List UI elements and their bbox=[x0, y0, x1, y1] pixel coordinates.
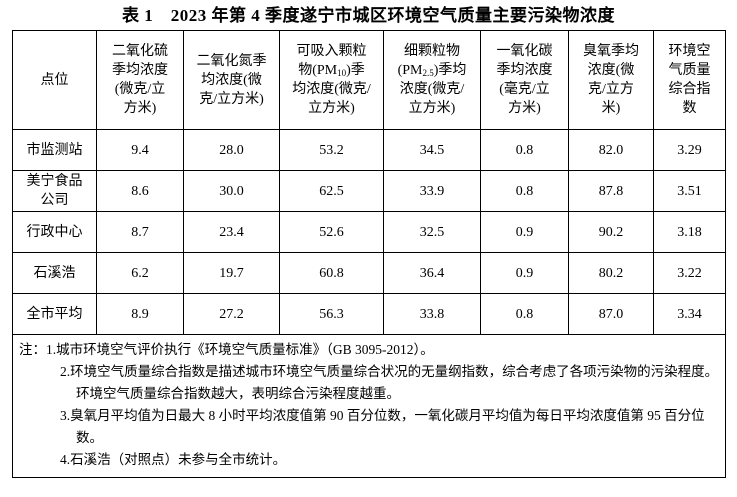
header-cell: 细颗粒物(PM2.5)季均浓度(微克/立方米) bbox=[383, 30, 481, 130]
value-cell: 56.3 bbox=[279, 293, 384, 335]
note-item: 3.臭氧月平均值为日最大 8 小时平均浓度值第 90 百分位数，一氧化碳月平均值… bbox=[60, 408, 705, 445]
header-cell: 二氧化硫季均浓度(微克/立方米) bbox=[96, 30, 184, 130]
header-cell: 一氧化碳季均浓度(毫克/立方米) bbox=[480, 30, 569, 130]
header-subscript: 10 bbox=[337, 68, 347, 78]
note-item: 2.环境空气质量综合指数是描述城市环境空气质量综合状况的无量纲指数，综合考虑了各… bbox=[60, 364, 719, 401]
table-body: 市监测站 9.4 28.0 53.2 34.5 0.8 82.0 3.29 美宁食品公司 8.6 3… bbox=[12, 129, 726, 478]
value-cell: 33.9 bbox=[383, 170, 481, 212]
notes-wrap: 注： 1.城市环境空气评价执行《环境空气质量标准》（GB 3095-2012）。 2… bbox=[19, 339, 719, 471]
value-cell: 0.9 bbox=[480, 211, 569, 253]
header-text: )季均浓度(微克/立方米) bbox=[292, 63, 371, 116]
header-row: 点位 二氧化硫季均浓度(微克/立方米) 二氧化氮季均浓度(微克/立方米) 可吸入颗粒物… bbox=[12, 30, 726, 130]
value-cell: 19.7 bbox=[183, 252, 280, 294]
value-cell: 23.4 bbox=[183, 211, 280, 253]
notes-cell: 注： 1.城市环境空气评价执行《环境空气质量标准》（GB 3095-2012）。 2… bbox=[12, 334, 726, 478]
header-cell: 环境空气质量综合指数 bbox=[653, 30, 726, 130]
value-cell: 8.7 bbox=[96, 211, 184, 253]
value-cell: 34.5 bbox=[383, 129, 481, 171]
site-name: 全市平均 bbox=[12, 293, 97, 335]
value-cell: 3.34 bbox=[653, 293, 726, 335]
header-text: 一氧化碳季均浓度(毫克/立方米) bbox=[496, 44, 553, 116]
value-cell: 32.5 bbox=[383, 211, 481, 253]
header-cell: 二氧化氮季均浓度(微克/立方米) bbox=[183, 30, 280, 130]
table: 点位 二氧化硫季均浓度(微克/立方米) 二氧化氮季均浓度(微克/立方米) 可吸入颗粒物… bbox=[12, 30, 726, 478]
header-text: 臭氧季均浓度(微克/立方米) bbox=[583, 44, 639, 116]
site-name: 石溪浩 bbox=[12, 252, 97, 294]
value-cell: 90.2 bbox=[568, 211, 654, 253]
header-subscript: 2.5 bbox=[422, 68, 434, 78]
table-row: 石溪浩 6.2 19.7 60.8 36.4 0.9 80.2 3.22 bbox=[12, 252, 726, 294]
value-cell: 87.0 bbox=[568, 293, 654, 335]
header-text: 可吸入颗粒物(PM bbox=[296, 44, 367, 78]
value-cell: 53.2 bbox=[279, 129, 384, 171]
table-row: 市监测站 9.4 28.0 53.2 34.5 0.8 82.0 3.29 bbox=[12, 129, 726, 171]
value-cell: 0.8 bbox=[480, 293, 569, 335]
value-cell: 8.6 bbox=[96, 170, 184, 212]
header-text: )季均浓度(微克/立方米) bbox=[399, 63, 467, 116]
note-item: 4.石溪浩（对照点）未参与全市统计。 bbox=[60, 452, 287, 467]
header-cell: 点位 bbox=[12, 30, 97, 130]
table-row: 行政中心 8.7 23.4 52.6 32.5 0.9 90.2 3.18 bbox=[12, 211, 726, 253]
site-name: 市监测站 bbox=[12, 129, 97, 171]
value-cell: 82.0 bbox=[568, 129, 654, 171]
value-cell: 3.18 bbox=[653, 211, 726, 253]
header-text: 二氧化氮季均浓度(微克/立方米) bbox=[196, 53, 267, 107]
value-cell: 3.22 bbox=[653, 252, 726, 294]
value-cell: 0.8 bbox=[480, 129, 569, 171]
value-cell: 52.6 bbox=[279, 211, 384, 253]
value-cell: 3.29 bbox=[653, 129, 726, 171]
value-cell: 87.8 bbox=[568, 170, 654, 212]
table-row: 美宁食品公司 8.6 30.0 62.5 33.9 0.8 87.8 3.51 bbox=[12, 170, 726, 212]
note-item: 1.城市环境空气评价执行《环境空气质量标准》（GB 3095-2012）。 bbox=[46, 342, 434, 357]
notes-row: 注： 1.城市环境空气评价执行《环境空气质量标准》（GB 3095-2012）。 2… bbox=[12, 334, 726, 478]
header-text: 细颗粒物(PM bbox=[397, 44, 460, 78]
header-text: 二氧化硫季均浓度(微克/立方米) bbox=[112, 44, 168, 116]
notes-label: 注： bbox=[19, 342, 46, 357]
value-cell: 0.8 bbox=[480, 170, 569, 212]
header-cell: 可吸入颗粒物(PM10)季均浓度(微克/立方米) bbox=[279, 30, 384, 130]
notes-items: 1.城市环境空气评价执行《环境空气质量标准》（GB 3095-2012）。 2.环… bbox=[46, 339, 719, 471]
value-cell: 33.8 bbox=[383, 293, 481, 335]
value-cell: 80.2 bbox=[568, 252, 654, 294]
header-cell: 臭氧季均浓度(微克/立方米) bbox=[568, 30, 654, 130]
value-cell: 0.9 bbox=[480, 252, 569, 294]
value-cell: 3.51 bbox=[653, 170, 726, 212]
value-cell: 8.9 bbox=[96, 293, 184, 335]
value-cell: 27.2 bbox=[183, 293, 280, 335]
site-name: 行政中心 bbox=[12, 211, 97, 253]
header-text: 环境空气质量综合指数 bbox=[668, 44, 711, 116]
value-cell: 30.0 bbox=[183, 170, 280, 212]
header-text: 点位 bbox=[40, 72, 69, 88]
table-row: 全市平均 8.9 27.2 56.3 33.8 0.8 87.0 3.34 bbox=[12, 293, 726, 335]
value-cell: 28.0 bbox=[183, 129, 280, 171]
value-cell: 6.2 bbox=[96, 252, 184, 294]
site-name: 美宁食品公司 bbox=[12, 170, 97, 212]
value-cell: 9.4 bbox=[96, 129, 184, 171]
table-header: 点位 二氧化硫季均浓度(微克/立方米) 二氧化氮季均浓度(微克/立方米) 可吸入颗粒物… bbox=[12, 30, 726, 130]
value-cell: 36.4 bbox=[383, 252, 481, 294]
value-cell: 60.8 bbox=[279, 252, 384, 294]
value-cell: 62.5 bbox=[279, 170, 384, 212]
table-title: 表 1 2023 年第 4 季度遂宁市城区环境空气质量主要污染物浓度 bbox=[122, 6, 615, 25]
